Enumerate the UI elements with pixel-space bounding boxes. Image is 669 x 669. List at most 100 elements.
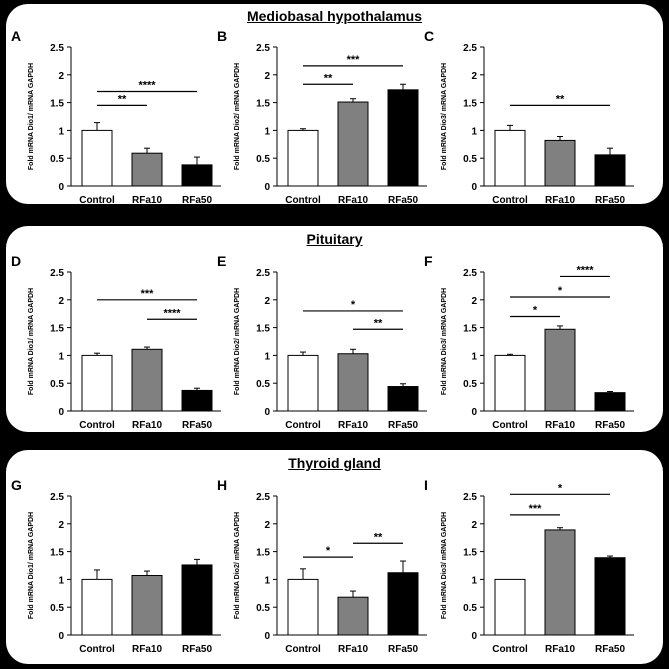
y-tick-label-h-3: 1.5: [256, 548, 270, 559]
section-title-pituitary: Pituitary: [306, 231, 363, 247]
sig-label-b-0: **: [324, 72, 333, 84]
y-tick-label-h-1: 0.5: [256, 603, 270, 614]
x-tick-label-e-2: RFa50: [388, 420, 418, 431]
x-tick-label-b-0: Control: [285, 195, 321, 206]
y-axis-label-i: Fold mRNA Dio3/ mRNA GAPDH: [441, 512, 448, 619]
y-tick-label-e-2: 1: [264, 351, 270, 362]
bar-g-rfa50: [181, 564, 213, 636]
x-tick-label-b-2: RFa50: [388, 195, 418, 206]
y-tick-label-f-3: 1.5: [463, 324, 477, 335]
y-tick-label-i-4: 2: [471, 520, 477, 531]
y-tick-label-e-1: 0.5: [256, 379, 270, 390]
x-tick-label-f-1: RFa10: [545, 420, 575, 431]
sig-label-i-0: ***: [529, 503, 543, 515]
y-tick-label-d-5: 2.5: [50, 268, 64, 279]
y-tick-label-a-2: 1: [58, 126, 64, 137]
y-axis-label-f: Fold mRNA Dio3/ mRNA GAPDH: [441, 288, 448, 395]
y-axis-label-h: Fold mRNA Dio2/ mRNA GAPDH: [234, 512, 241, 619]
bar-g-control: [81, 578, 113, 636]
panel-label-h: H: [217, 477, 227, 493]
y-axis-label-a: Fold mRNA Dio1/ mRNA GAPDH: [28, 63, 35, 170]
y-tick-label-a-0: 0: [58, 182, 64, 193]
y-tick-label-c-1: 0.5: [463, 154, 477, 165]
sig-label-a-0: **: [118, 93, 127, 105]
x-tick-label-d-0: Control: [79, 420, 115, 431]
sig-label-f-0: *: [533, 304, 538, 316]
y-tick-label-i-2: 1: [471, 575, 477, 586]
x-tick-label-a-1: RFa10: [132, 195, 162, 206]
bar-d-control: [81, 354, 113, 412]
sig-label-d-1: ***: [141, 288, 155, 300]
x-tick-label-i-0: Control: [492, 644, 528, 655]
y-tick-label-i-1: 0.5: [463, 603, 477, 614]
x-tick-label-h-2: RFa50: [388, 644, 418, 655]
x-tick-label-e-0: Control: [285, 420, 321, 431]
bar-i-rfa50: [594, 557, 626, 636]
bar-b-rfa10: [337, 101, 369, 187]
y-tick-label-h-4: 2: [264, 520, 270, 531]
x-tick-label-b-1: RFa10: [338, 195, 368, 206]
sig-label-a-1: ****: [138, 79, 156, 91]
y-tick-label-c-4: 2: [471, 71, 477, 82]
bar-c-control: [494, 129, 526, 187]
bar-f-rfa50: [594, 392, 626, 412]
y-axis-label-b: Fold mRNA Dio2/ mRNA GAPDH: [234, 63, 241, 170]
bar-b-control: [287, 129, 319, 187]
y-tick-label-b-1: 0.5: [256, 154, 270, 165]
bar-f-control: [494, 354, 526, 412]
y-tick-label-b-5: 2.5: [256, 43, 270, 54]
y-tick-label-c-5: 2.5: [463, 43, 477, 54]
x-tick-label-c-2: RFa50: [595, 195, 625, 206]
bar-d-rfa50: [181, 389, 213, 412]
x-tick-label-f-0: Control: [492, 420, 528, 431]
section-title-hypothalamus: Mediobasal hypothalamus: [246, 8, 423, 24]
panel-label-c: C: [424, 28, 434, 44]
bar-f-rfa10: [544, 328, 576, 412]
bar-b-rfa50: [387, 89, 419, 187]
y-tick-label-g-3: 1.5: [50, 548, 64, 559]
y-axis-label-d: Fold mRNA Dio1/ mRNA GAPDH: [28, 288, 35, 395]
y-tick-label-c-2: 1: [471, 126, 477, 137]
y-tick-label-a-5: 2.5: [50, 43, 64, 54]
y-tick-label-b-3: 1.5: [256, 99, 270, 110]
x-tick-label-h-1: RFa10: [338, 644, 368, 655]
y-tick-label-g-0: 0: [58, 631, 64, 642]
bar-i-rfa10: [544, 529, 576, 636]
y-tick-label-e-5: 2.5: [256, 268, 270, 279]
y-tick-label-c-0: 0: [471, 182, 477, 193]
x-tick-label-g-0: Control: [79, 644, 115, 655]
y-tick-label-g-4: 2: [58, 520, 64, 531]
sig-label-b-1: ***: [347, 54, 361, 66]
x-tick-label-i-2: RFa50: [595, 644, 625, 655]
x-tick-label-a-2: RFa50: [182, 195, 212, 206]
x-tick-label-d-1: RFa10: [132, 420, 162, 431]
y-axis-label-g: Fold mRNA Dio1/ mRNA GAPDH: [28, 512, 35, 619]
bar-i-control: [494, 578, 526, 636]
y-tick-label-i-3: 1.5: [463, 548, 477, 559]
panel-label-b: B: [217, 28, 227, 44]
panel-label-f: F: [424, 253, 433, 269]
bar-a-control: [81, 129, 113, 187]
y-tick-label-h-5: 2.5: [256, 492, 270, 503]
x-tick-label-c-0: Control: [492, 195, 528, 206]
section-title-thyroid: Thyroid gland: [288, 455, 381, 471]
sig-label-f-1: *: [558, 285, 563, 297]
y-tick-label-g-1: 0.5: [50, 603, 64, 614]
bar-h-rfa10: [337, 596, 369, 636]
sig-label-i-1: *: [558, 482, 563, 494]
y-tick-label-d-1: 0.5: [50, 379, 64, 390]
y-tick-label-d-3: 1.5: [50, 324, 64, 335]
y-tick-label-h-2: 1: [264, 575, 270, 586]
y-tick-label-f-0: 0: [471, 407, 477, 418]
y-tick-label-i-5: 2.5: [463, 492, 477, 503]
bar-g-rfa10: [131, 575, 163, 636]
bar-e-rfa50: [387, 386, 419, 412]
bar-h-control: [287, 578, 319, 636]
y-tick-label-d-4: 2: [58, 296, 64, 307]
x-tick-label-d-2: RFa50: [182, 420, 212, 431]
x-tick-label-g-1: RFa10: [132, 644, 162, 655]
sig-label-e-1: *: [351, 299, 356, 311]
y-axis-label-c: Fold mRNA Dio3/ mRNA GAPDH: [441, 63, 448, 170]
panel-label-g: G: [11, 477, 22, 493]
x-tick-label-i-1: RFa10: [545, 644, 575, 655]
